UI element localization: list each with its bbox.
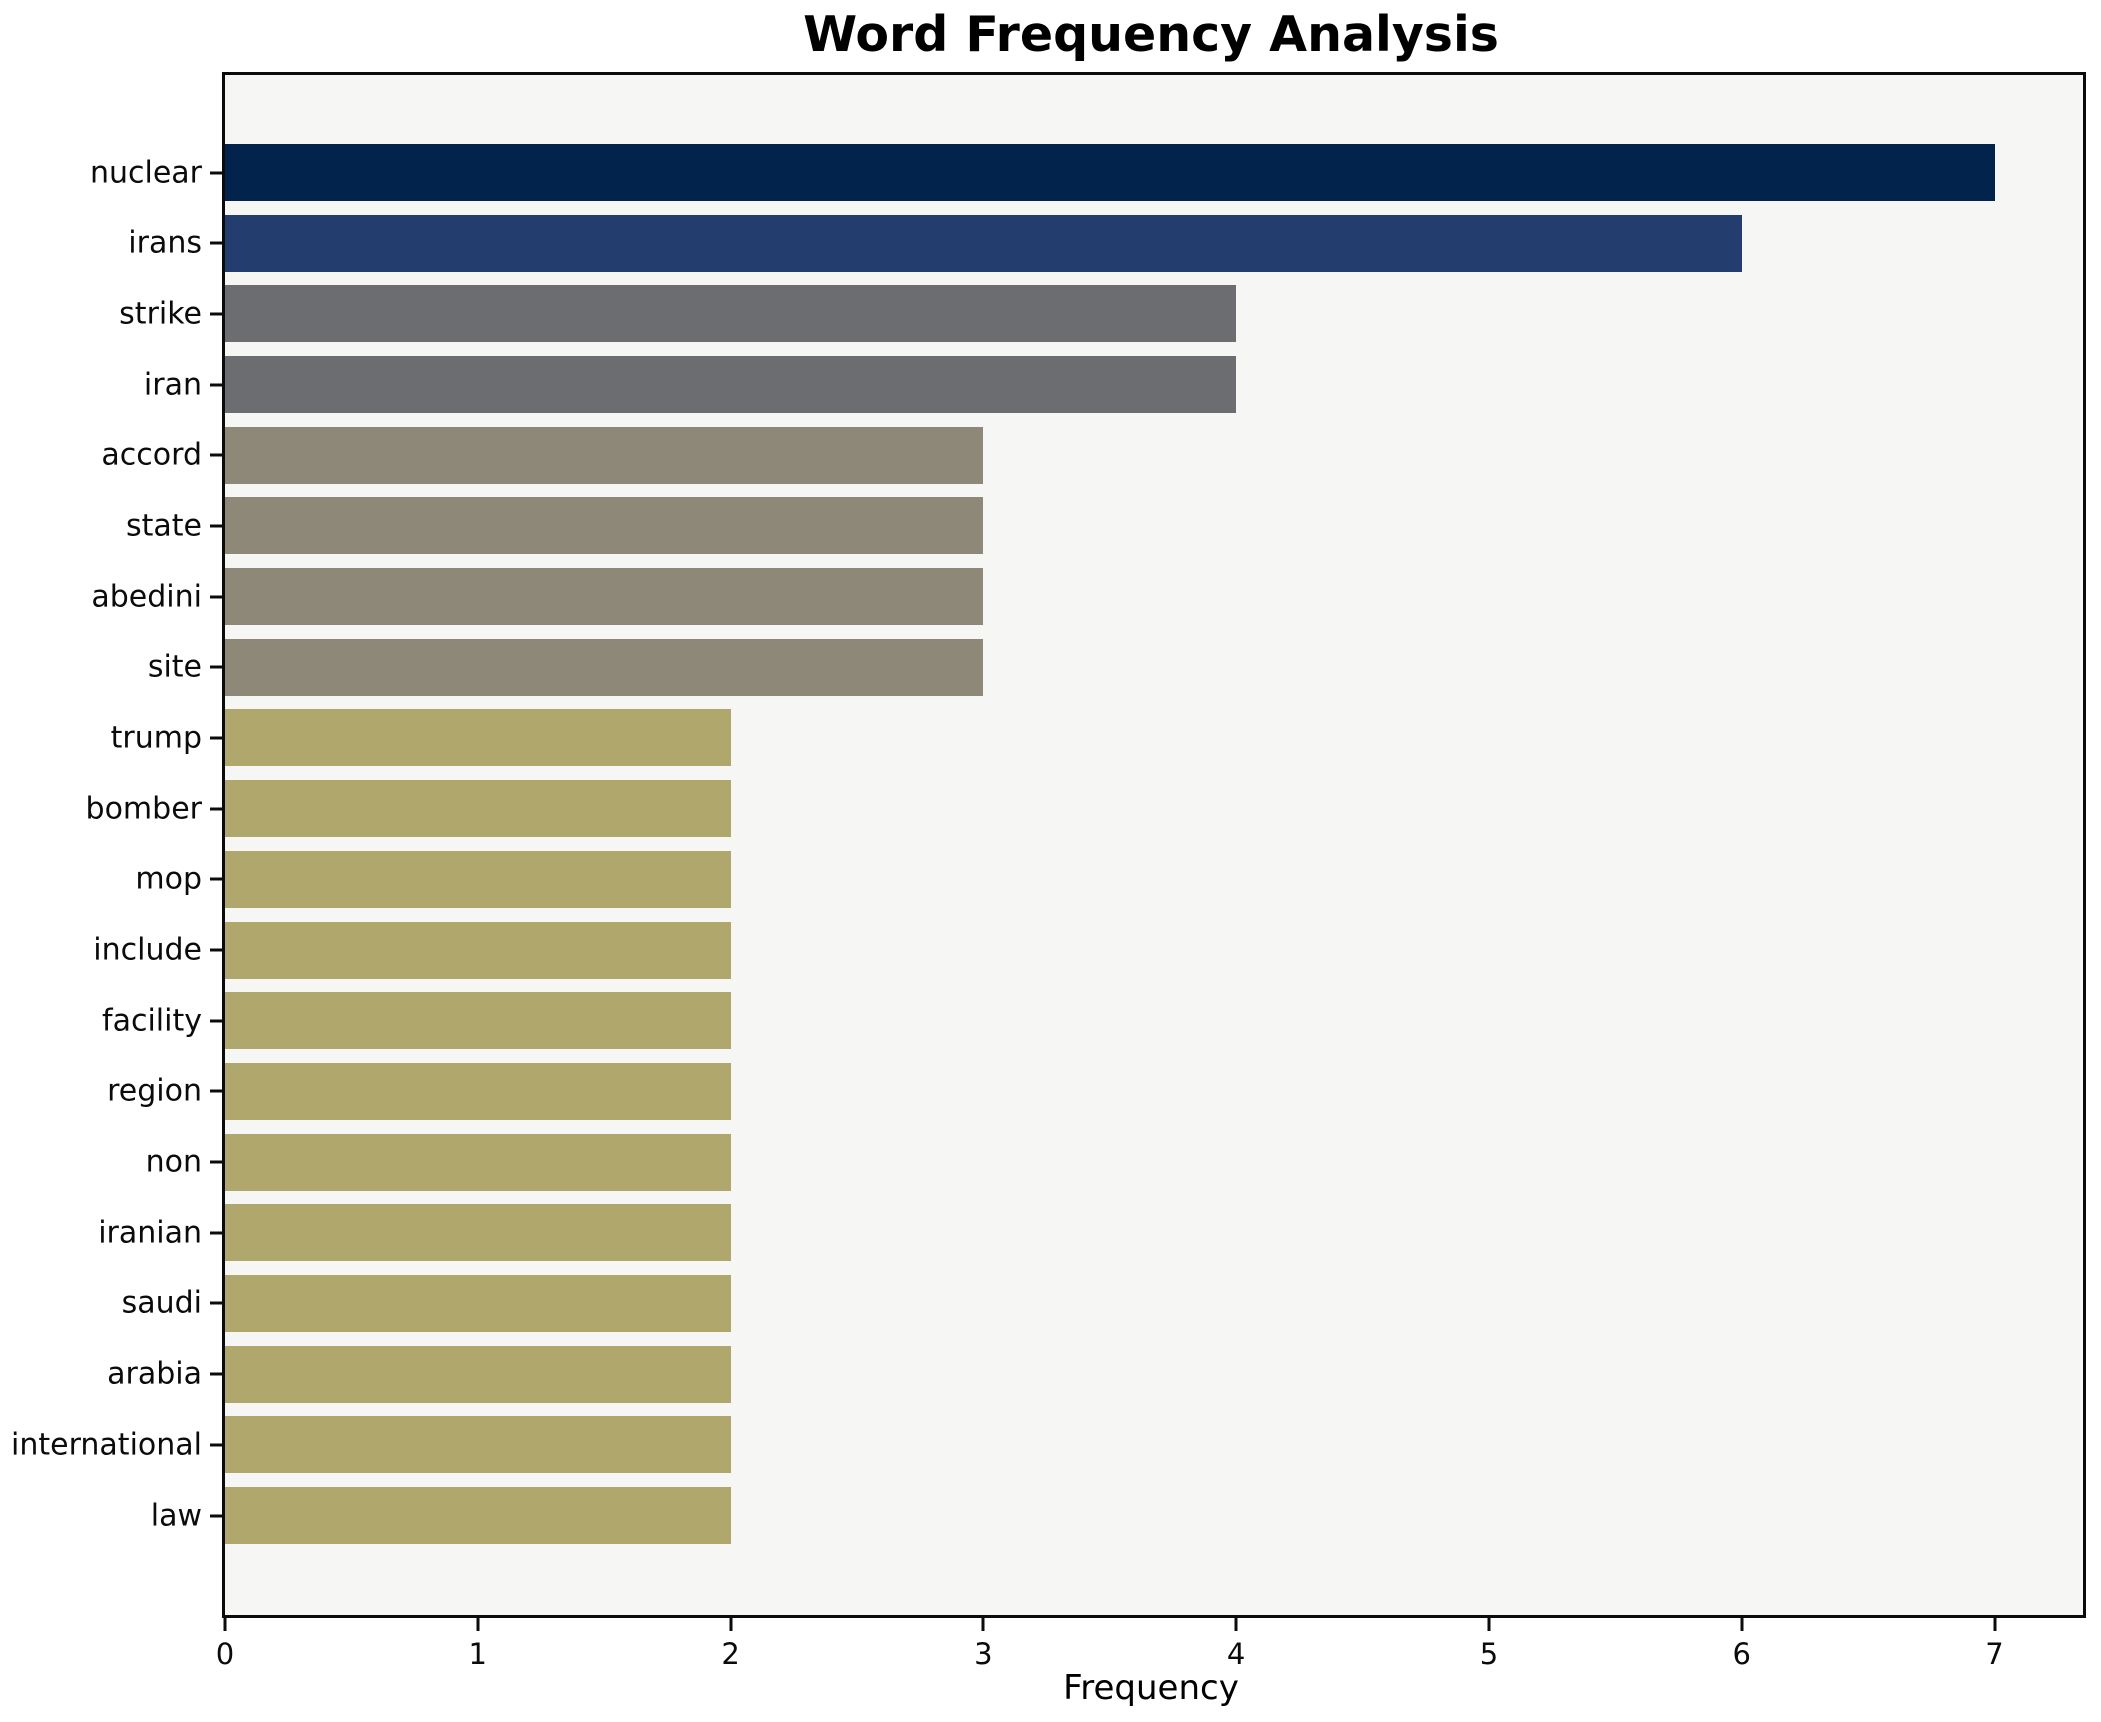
bar-bomber [225, 780, 731, 838]
x-tick-mark [1993, 1618, 1997, 1631]
y-tick-mark [210, 1301, 222, 1305]
y-tick-mark [210, 665, 222, 669]
y-tick-mark [210, 948, 222, 952]
y-tick-label: nuclear [89, 155, 202, 190]
y-tick-label: mop [135, 861, 202, 897]
bar-accord [225, 426, 984, 484]
bar-region [225, 1062, 731, 1120]
y-tick-mark [210, 736, 222, 740]
bar-iranian [225, 1204, 731, 1262]
bar-arabia [225, 1345, 731, 1403]
x-tick-label: 5 [1479, 1637, 1499, 1671]
y-tick-label: accord [101, 437, 202, 473]
y-tick-label: bomber [85, 791, 202, 827]
y-tick-label: irans [128, 225, 202, 261]
bar-irans [225, 214, 1742, 272]
y-tick-mark [210, 595, 222, 599]
y-tick-label: facility [102, 1003, 202, 1039]
y-tick-mark [210, 171, 222, 174]
x-axis-label: Frequency [1063, 1668, 1239, 1708]
y-tick-mark [210, 1231, 222, 1235]
bar-law [225, 1487, 731, 1544]
chart-title: Word Frequency Analysis [803, 6, 1499, 63]
bar-site [225, 638, 984, 696]
y-tick-mark [210, 241, 222, 245]
y-tick-label: non [145, 1144, 202, 1180]
bar-saudi [225, 1274, 731, 1332]
y-tick-mark [210, 1514, 222, 1517]
x-tick-mark [1487, 1618, 1491, 1631]
bar-strike [225, 285, 1237, 343]
bar-iran [225, 356, 1237, 414]
y-tick-mark [210, 383, 222, 387]
x-tick-label: 1 [468, 1637, 488, 1671]
x-tick-label: 6 [1732, 1637, 1751, 1671]
y-tick-label: law [150, 1498, 202, 1533]
x-tick-mark [981, 1618, 985, 1631]
x-tick-label: 4 [1226, 1637, 1246, 1671]
y-tick-mark [210, 312, 222, 316]
y-tick-label: include [93, 932, 202, 968]
bar-include [225, 921, 731, 979]
bar-abedini [225, 568, 984, 626]
bar-state [225, 497, 984, 555]
y-tick-label: state [126, 508, 202, 544]
y-tick-label: arabia [107, 1356, 202, 1392]
bars-layer [225, 75, 2083, 1615]
x-tick-mark [1234, 1618, 1238, 1631]
y-tick-label: trump [110, 720, 202, 756]
bar-trump [225, 709, 731, 767]
y-tick-mark [210, 1019, 222, 1023]
y-tick-mark [210, 453, 222, 457]
bar-international [225, 1416, 731, 1474]
x-tick-mark [223, 1618, 227, 1631]
y-tick-mark [210, 807, 222, 811]
x-tick-mark [1740, 1618, 1744, 1631]
y-tick-label: abedini [91, 579, 202, 615]
plot-area [222, 72, 2086, 1618]
x-tick-label: 3 [974, 1637, 993, 1671]
y-tick-label: saudi [121, 1285, 202, 1321]
y-tick-label: region [107, 1073, 202, 1109]
bar-nuclear [225, 144, 1995, 201]
y-tick-label: strike [119, 296, 202, 332]
bar-non [225, 1133, 731, 1191]
x-tick-label: 0 [215, 1637, 235, 1671]
x-tick-mark [476, 1618, 480, 1631]
y-tick-mark [210, 524, 222, 528]
bar-mop [225, 850, 731, 908]
y-tick-mark [210, 1443, 222, 1447]
y-tick-mark [210, 1160, 222, 1164]
y-tick-label: iranian [98, 1215, 202, 1251]
bar-facility [225, 992, 731, 1050]
y-tick-label: site [147, 649, 202, 685]
y-tick-label: international [11, 1427, 202, 1463]
x-tick-mark [729, 1618, 733, 1631]
x-tick-label: 2 [721, 1637, 740, 1671]
y-tick-mark [210, 1089, 222, 1093]
y-tick-label: iran [143, 367, 202, 403]
y-tick-mark [210, 877, 222, 881]
x-tick-label: 7 [1985, 1637, 2004, 1671]
y-tick-mark [210, 1372, 222, 1376]
